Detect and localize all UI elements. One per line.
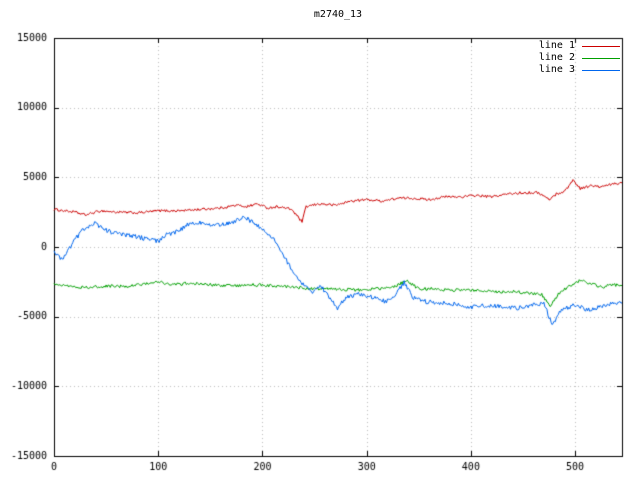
legend-line xyxy=(582,57,620,59)
legend-item: line 1 xyxy=(539,41,620,51)
chart-title: m2740_13 xyxy=(313,9,363,20)
legend-label: line 3 xyxy=(538,64,575,75)
legend-line xyxy=(582,45,620,47)
legend: line 1 line 2 line 3 xyxy=(539,41,620,75)
legend-label: line 2 xyxy=(538,52,575,63)
legend-label: line 1 xyxy=(538,40,575,51)
legend-line xyxy=(582,69,620,71)
legend-item: line 2 xyxy=(539,53,620,63)
legend-item: line 3 xyxy=(539,65,620,75)
